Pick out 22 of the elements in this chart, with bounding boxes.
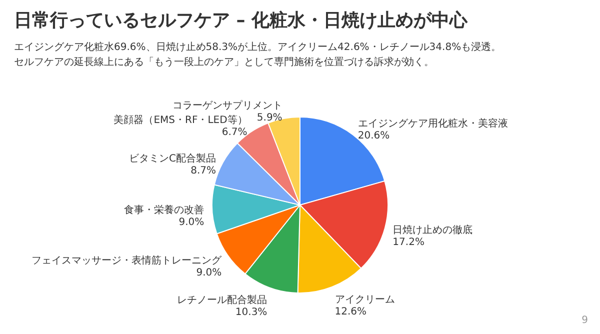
- slice-label: 日焼け止めの徹底: [392, 224, 473, 236]
- data-label: 8.7%: [190, 165, 216, 176]
- chart-title: 日常行っているセルフケア – 化粧水・日焼け止めが中心: [14, 9, 468, 32]
- data-label: 6.7%: [222, 126, 248, 138]
- data-label: 5.9%: [256, 112, 282, 124]
- data-label: 12.6%: [334, 306, 367, 318]
- slice-label: エイジングケア用化粧水・美容液: [358, 117, 508, 130]
- slice-label: ビタミンC配合製品: [129, 152, 216, 164]
- data-label: 9.0%: [196, 267, 222, 278]
- data-label: 17.2%: [392, 237, 424, 248]
- text: セルフケアの延長線上にある「もう一段上のケア」として専門施術を位置づける訴求が効く。: [14, 56, 435, 70]
- data-label: 10.3%: [235, 307, 268, 318]
- slice-label: アイクリーム: [334, 294, 395, 306]
- slice-label: 美顔器（EMS・RF・LED等）: [114, 114, 248, 126]
- data-label: 20.6%: [358, 130, 390, 142]
- slice-label: コラーゲンサプリメント: [172, 100, 282, 112]
- text: 9: [582, 315, 588, 326]
- slice-label: フェイスマッサージ・表情筋トレーニング: [32, 254, 223, 266]
- chart-subtitle: エイジングケア化粧水69.6%、日焼け止め58.3%が上位。アイクリーム42.6%・レチノール34.8%も浸透。: [14, 40, 502, 55]
- data-label: 9.0%: [178, 216, 204, 228]
- slice-label: 食事・栄養の改善: [124, 204, 204, 216]
- slice-label: レチノール配合製品: [177, 294, 268, 306]
